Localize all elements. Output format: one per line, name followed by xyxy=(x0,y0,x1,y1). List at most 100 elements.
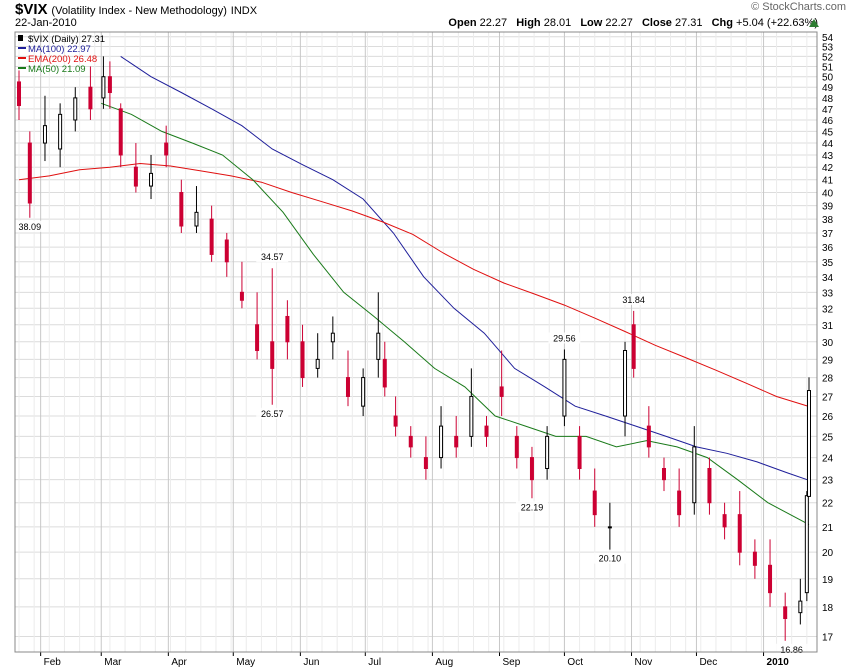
y-tick-label: 41 xyxy=(822,176,834,187)
y-tick-label: 38 xyxy=(822,215,834,226)
moving-averages xyxy=(18,55,810,526)
candle-up xyxy=(376,332,381,360)
open-value: 22.27 xyxy=(479,17,508,29)
annotation-label: 31.84 xyxy=(622,295,645,305)
annotation-bg xyxy=(593,552,626,564)
y-tick-label: 35 xyxy=(822,258,834,269)
y-tick-label: 47 xyxy=(822,105,834,116)
legend-entry: MA(100) 22.97 xyxy=(28,44,91,55)
candle-up xyxy=(315,358,320,369)
chart-title: $VIX (Volatility Index - New Methodology… xyxy=(15,1,257,18)
low-value: 22.27 xyxy=(605,17,633,29)
y-tick-label: 27 xyxy=(822,392,834,403)
legend-entry: MA(50) 21.09 xyxy=(28,64,86,75)
annotation-bg xyxy=(515,501,548,513)
x-tick-label: Feb xyxy=(44,657,62,668)
candle-down xyxy=(592,490,597,516)
candle-down xyxy=(737,514,742,553)
y-tick-label: 31 xyxy=(822,321,834,332)
candle-up xyxy=(692,446,697,504)
open-label: Open xyxy=(448,17,477,29)
candle-up xyxy=(623,350,628,417)
plot-frame xyxy=(14,31,818,653)
y-tick-label: 39 xyxy=(822,202,834,213)
symbol: $VIX xyxy=(15,1,48,18)
x-tick-label: Nov xyxy=(635,657,653,668)
candle-down xyxy=(345,377,350,397)
y-tick-label: 37 xyxy=(822,229,834,240)
legend-entry: $VIX (Daily) 27.31 xyxy=(28,34,105,45)
y-tick-label: 44 xyxy=(822,139,834,150)
candle-down xyxy=(499,386,504,397)
candle-down xyxy=(631,324,636,369)
y-tick-label: 50 xyxy=(822,73,834,84)
annotation-bg xyxy=(13,220,46,232)
y-tick-label: 20 xyxy=(822,548,834,559)
candle-down xyxy=(179,192,184,227)
chart-date: 22-Jan-2010 xyxy=(15,17,77,29)
legend-swatch xyxy=(18,35,23,41)
x-tick-label: Aug xyxy=(435,657,453,668)
candle-down xyxy=(722,514,727,528)
y-tick-label: 32 xyxy=(822,304,834,315)
candle-down xyxy=(255,324,260,352)
candle-up xyxy=(194,211,199,227)
y-tick-label: 49 xyxy=(822,83,834,94)
candle-down xyxy=(118,108,123,156)
candle-down xyxy=(164,142,169,156)
exchange: INDX xyxy=(230,5,258,17)
annotation-bg xyxy=(775,643,808,655)
candle-down xyxy=(133,166,138,187)
annotation-bg xyxy=(256,407,289,419)
x-tick-label: Oct xyxy=(567,657,583,668)
candle-down xyxy=(646,425,651,448)
y-tick-label: 23 xyxy=(822,476,834,487)
y-tick-label: 36 xyxy=(822,243,834,254)
brand-watermark: © StockCharts.com xyxy=(751,1,846,13)
annotation-label: 38.09 xyxy=(19,222,42,232)
symbol-description: (Volatility Index - New Methodology) xyxy=(51,5,227,17)
close-value: 27.31 xyxy=(675,17,703,29)
high-value: 28.01 xyxy=(543,17,572,29)
candle-down xyxy=(661,467,666,481)
candles xyxy=(17,56,811,641)
x-tick-label: Sep xyxy=(502,657,520,668)
low-label: Low xyxy=(580,17,603,29)
y-tick-label: 51 xyxy=(822,62,834,73)
y-tick-label: 21 xyxy=(822,523,834,534)
ma100-line xyxy=(120,55,810,481)
y-tick-label: 54 xyxy=(822,33,834,44)
candle-down xyxy=(393,415,398,427)
y-tick-label: 53 xyxy=(822,42,834,53)
axes: 17 18 19 20 21 22 23 24 25 26 27 28 29 30 31 32 33 34 35 36… xyxy=(14,31,834,668)
candle-down xyxy=(677,490,682,516)
candle-down xyxy=(17,81,21,107)
candle-up xyxy=(807,390,811,497)
x-tick-label: May xyxy=(236,657,255,668)
annotation-label: 29.56 xyxy=(553,333,576,343)
candle-down xyxy=(382,358,387,388)
up-arrow-icon xyxy=(809,19,819,27)
candle-up xyxy=(562,358,567,417)
annotation-label: 22.19 xyxy=(521,502,544,512)
candle-up xyxy=(439,425,444,459)
y-tick-label: 25 xyxy=(822,432,834,443)
annotation-bg xyxy=(548,332,581,344)
candle-down xyxy=(408,435,413,448)
candle-up xyxy=(607,526,612,529)
candle-down xyxy=(707,467,712,504)
y-tick-label: 42 xyxy=(822,163,834,174)
candle-down xyxy=(270,341,275,369)
y-tick-label: 43 xyxy=(822,151,834,162)
x-tick-label: Jul xyxy=(368,657,381,668)
candle-down xyxy=(529,457,534,481)
x-tick-label: Dec xyxy=(699,657,717,668)
candle-down xyxy=(239,291,244,301)
x-tick-label: Jun xyxy=(303,657,319,668)
candle-up xyxy=(149,172,154,187)
candle-down xyxy=(88,86,93,110)
y-tick-label: 18 xyxy=(822,603,834,614)
annotation-bg xyxy=(617,293,650,305)
candle-down xyxy=(454,435,459,448)
